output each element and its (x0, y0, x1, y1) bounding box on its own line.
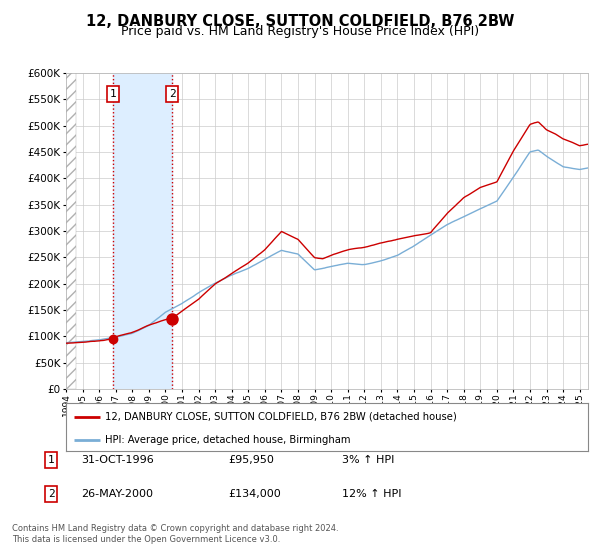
Text: 1: 1 (47, 455, 55, 465)
Text: 1: 1 (110, 89, 116, 99)
Text: 2: 2 (169, 89, 175, 99)
Text: 12% ↑ HPI: 12% ↑ HPI (342, 489, 401, 499)
Text: Price paid vs. HM Land Registry's House Price Index (HPI): Price paid vs. HM Land Registry's House … (121, 25, 479, 38)
Text: This data is licensed under the Open Government Licence v3.0.: This data is licensed under the Open Gov… (12, 535, 280, 544)
Text: 31-OCT-1996: 31-OCT-1996 (81, 455, 154, 465)
Text: 3% ↑ HPI: 3% ↑ HPI (342, 455, 394, 465)
Text: 12, DANBURY CLOSE, SUTTON COLDFIELD, B76 2BW: 12, DANBURY CLOSE, SUTTON COLDFIELD, B76… (86, 14, 514, 29)
Text: 12, DANBURY CLOSE, SUTTON COLDFIELD, B76 2BW (detached house): 12, DANBURY CLOSE, SUTTON COLDFIELD, B76… (105, 412, 457, 422)
Bar (113, 73, 172, 389)
Text: Contains HM Land Registry data © Crown copyright and database right 2024.: Contains HM Land Registry data © Crown c… (12, 524, 338, 533)
Text: 2: 2 (47, 489, 55, 499)
Text: 26-MAY-2000: 26-MAY-2000 (81, 489, 153, 499)
Text: £134,000: £134,000 (228, 489, 281, 499)
Text: £95,950: £95,950 (228, 455, 274, 465)
Text: HPI: Average price, detached house, Birmingham: HPI: Average price, detached house, Birm… (105, 435, 350, 445)
